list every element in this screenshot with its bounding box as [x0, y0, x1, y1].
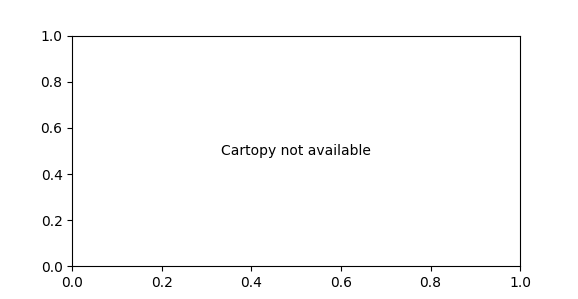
Text: Cartopy not available: Cartopy not available: [221, 144, 371, 158]
